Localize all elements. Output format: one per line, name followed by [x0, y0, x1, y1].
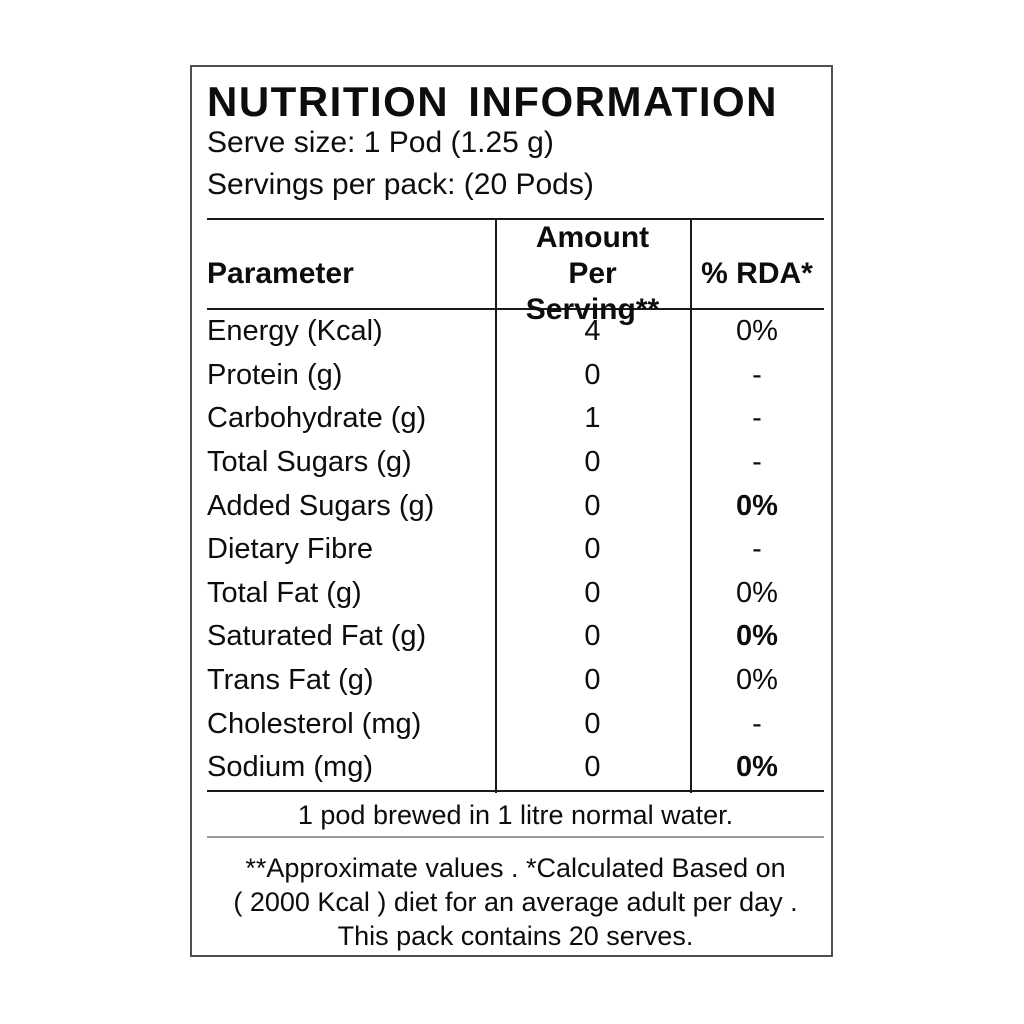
- rda-cell: 0%: [736, 489, 778, 522]
- parameter-cell: Saturated Fat (g): [207, 620, 427, 653]
- amount-cell: 0: [584, 446, 601, 479]
- table-row: Total Sugars (g) 0 -: [207, 441, 824, 485]
- rda-cell: 0%: [736, 620, 778, 653]
- column-header-parameter: Parameter: [207, 257, 354, 290]
- page-title: NUTRITION INFORMATION: [207, 78, 778, 125]
- table-row: Protein (g) 0 -: [207, 354, 824, 398]
- table-row: Energy (Kcal) 4 0%: [207, 310, 824, 354]
- rda-cell: -: [752, 358, 762, 391]
- servings-per-pack-text: Servings per pack: (20 Pods): [207, 168, 594, 201]
- table-row: Added Sugars (g) 0 0%: [207, 484, 824, 528]
- parameter-cell: Dietary Fibre: [207, 533, 373, 566]
- parameter-cell: Protein (g): [207, 358, 343, 391]
- rda-cell: 0%: [736, 664, 778, 697]
- amount-cell: 1: [584, 402, 601, 435]
- rda-cell: 0%: [736, 315, 778, 348]
- parameter-cell: Carbohydrate (g): [207, 402, 427, 435]
- rda-cell: -: [752, 533, 762, 566]
- table-row: Dietary Fibre 0 -: [207, 528, 824, 572]
- amount-cell: 0: [584, 576, 601, 609]
- rda-cell: -: [752, 446, 762, 479]
- table-row: Cholesterol (mg) 0 -: [207, 702, 824, 746]
- column-header-amount: Amount Per Serving**: [525, 221, 660, 326]
- parameter-cell: Total Sugars (g): [207, 446, 412, 479]
- amount-cell: 0: [584, 707, 601, 740]
- amount-cell: 0: [584, 751, 601, 784]
- column-divider-2: [690, 218, 692, 793]
- rda-cell: 0%: [736, 576, 778, 609]
- nutrition-label: NUTRITION INFORMATION Serve size: 1 Pod …: [190, 65, 833, 957]
- parameter-cell: Trans Fat (g): [207, 664, 374, 697]
- parameter-cell: Cholesterol (mg): [207, 707, 422, 740]
- amount-cell: 0: [584, 664, 601, 697]
- amount-cell: 0: [584, 489, 601, 522]
- parameter-cell: Added Sugars (g): [207, 489, 435, 522]
- parameter-cell: Energy (Kcal): [207, 315, 383, 348]
- serve-size-text: Serve size: 1 Pod (1.25 g): [207, 126, 554, 159]
- table-header-row: Parameter Amount Per Serving** % RDA*: [207, 218, 824, 326]
- nutrition-table: Parameter Amount Per Serving** % RDA* En…: [207, 218, 824, 838]
- amount-cell: 0: [584, 358, 601, 391]
- table-row: Sodium (mg) 0 0%: [207, 746, 824, 790]
- table-row: Carbohydrate (g) 1 -: [207, 397, 824, 441]
- table-body: Energy (Kcal) 4 0% Protein (g) 0 - Carbo…: [207, 310, 824, 792]
- amount-cell: 4: [584, 315, 601, 348]
- parameter-cell: Sodium (mg): [207, 751, 373, 784]
- footnote-line: ( 2000 Kcal ) diet for an average adult …: [233, 887, 798, 917]
- footnote-line: **Approximate values . *Calculated Based…: [245, 853, 786, 883]
- rda-cell: -: [752, 402, 762, 435]
- rda-cell: 0%: [736, 751, 778, 784]
- table-row: Total Fat (g) 0 0%: [207, 572, 824, 616]
- parameter-cell: Total Fat (g): [207, 576, 362, 609]
- amount-cell: 0: [584, 533, 601, 566]
- footnote-line: This pack contains 20 serves.: [337, 921, 694, 951]
- footnotes: **Approximate values . *Calculated Based…: [207, 851, 824, 953]
- column-header-rda: % RDA*: [701, 257, 813, 290]
- column-divider-1: [495, 218, 497, 793]
- table-row: Saturated Fat (g) 0 0%: [207, 615, 824, 659]
- rda-cell: -: [752, 707, 762, 740]
- table-row: Trans Fat (g) 0 0%: [207, 659, 824, 703]
- brewing-note: 1 pod brewed in 1 litre normal water.: [207, 792, 824, 838]
- amount-cell: 0: [584, 620, 601, 653]
